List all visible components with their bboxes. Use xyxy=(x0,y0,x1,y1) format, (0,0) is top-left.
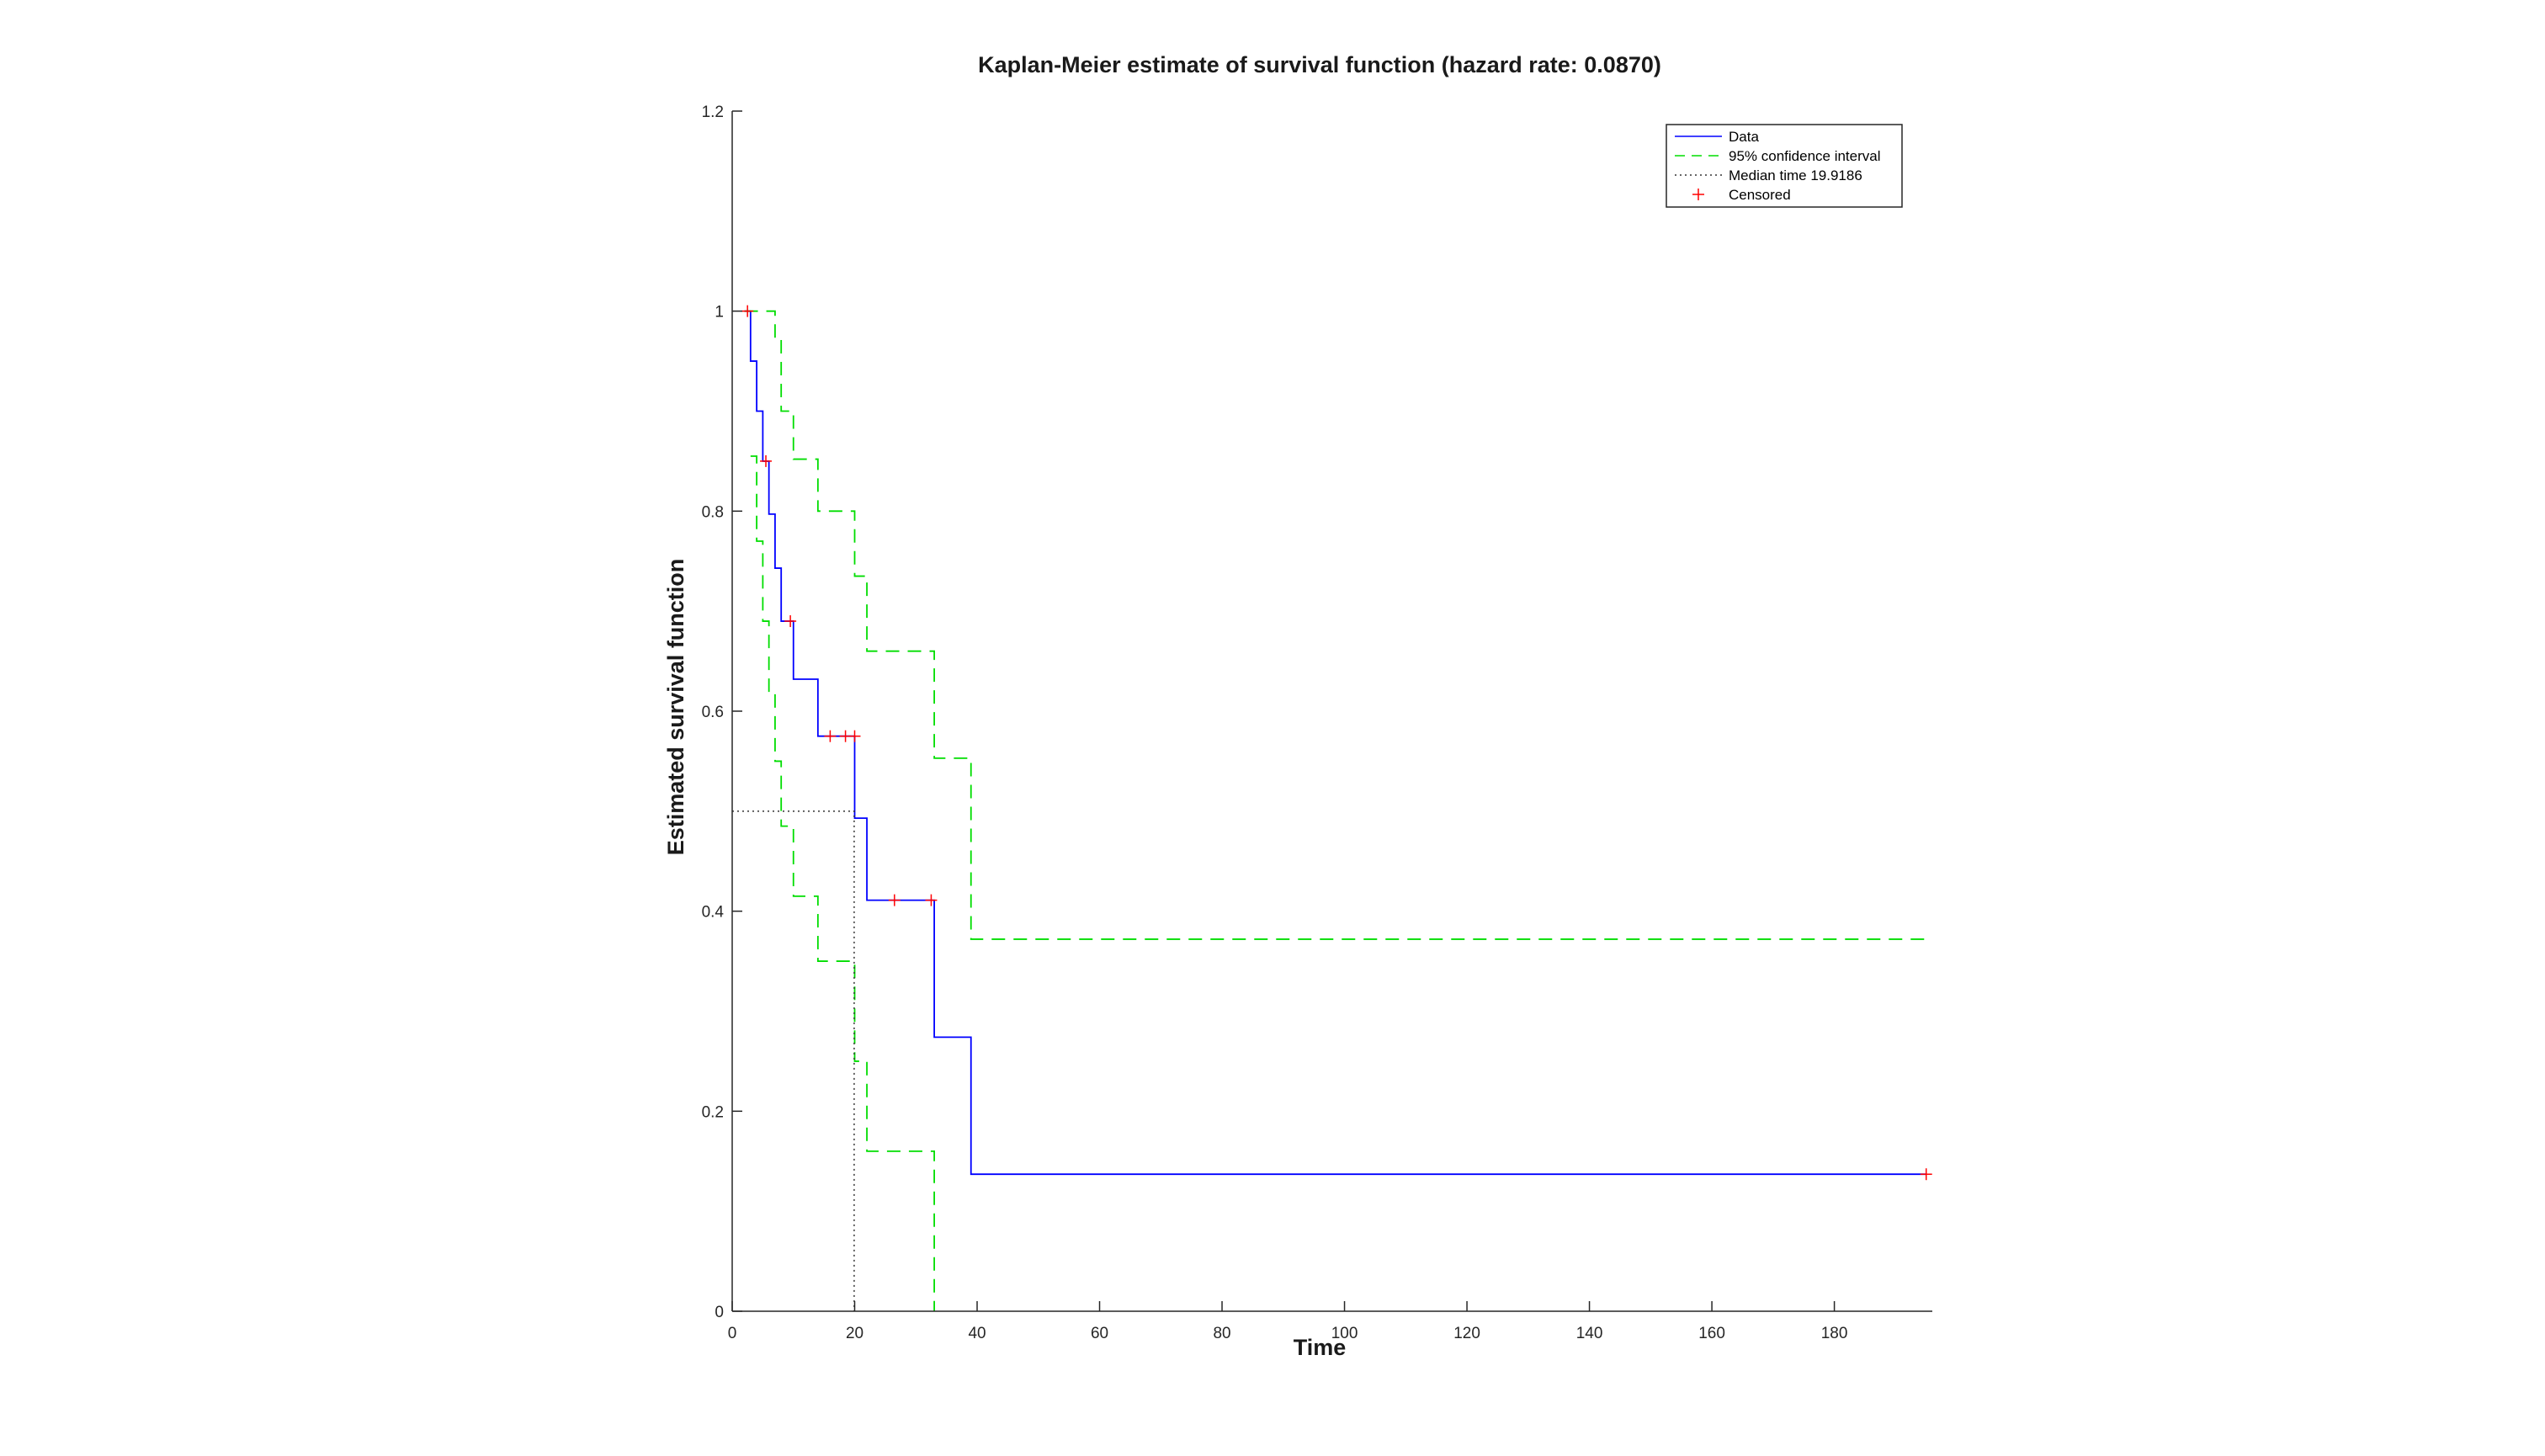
ci-upper-curve xyxy=(744,310,1926,940)
x-tick-label: 0 xyxy=(728,1325,737,1342)
chart-title: Kaplan-Meier estimate of survival functi… xyxy=(978,52,1661,77)
x-tick-label: 180 xyxy=(1821,1325,1848,1342)
y-tick-label: 1.2 xyxy=(702,104,724,121)
censored-marker xyxy=(824,730,837,742)
plot-area xyxy=(732,305,1932,1311)
censored-marker xyxy=(741,305,754,317)
legend-item-censored: Censored xyxy=(1729,187,1791,203)
x-tick-label: 120 xyxy=(1453,1325,1480,1342)
x-axis-label: Time xyxy=(1294,1335,1347,1360)
censored-marker xyxy=(925,894,938,906)
y-axis-label: Estimated survival function xyxy=(663,559,688,856)
y-tick-label: 0.2 xyxy=(702,1103,724,1121)
axes: 0 20 40 60 80 100 120 140 160 180 0 0.2 0.4 0.6 0.8 1 1.… xyxy=(702,104,1932,1342)
x-tick-label: 40 xyxy=(968,1325,986,1342)
y-tick-label: 0.6 xyxy=(702,704,724,721)
censored-marker xyxy=(760,454,773,467)
legend-item-ci: 95% confidence interval xyxy=(1729,148,1881,164)
median-time-line xyxy=(732,810,855,1311)
legend-censored-marker xyxy=(1692,189,1704,200)
censored-marker xyxy=(784,615,797,628)
censored-marker xyxy=(1920,1168,1932,1181)
x-tick-label: 140 xyxy=(1576,1325,1603,1342)
x-tick-label: 80 xyxy=(1213,1325,1230,1342)
y-tick-label: 0 xyxy=(715,1304,724,1321)
legend[interactable]: Data 95% confidence interval Median time… xyxy=(1666,124,1903,208)
censored-marker xyxy=(848,730,861,742)
censored-marker xyxy=(888,894,901,906)
legend-item-data: Data xyxy=(1729,129,1759,145)
x-tick-label: 20 xyxy=(846,1325,863,1342)
legend-item-median: Median time 19.9186 xyxy=(1729,167,1862,183)
x-tick-label: 160 xyxy=(1698,1325,1725,1342)
ci-lower-curve xyxy=(750,455,935,1311)
y-tick-label: 0.4 xyxy=(702,904,725,922)
y-tick-label: 1 xyxy=(715,304,724,321)
x-tick-label: 60 xyxy=(1091,1325,1108,1342)
y-tick-label: 0.8 xyxy=(702,503,724,521)
legend-box xyxy=(1666,124,1903,208)
x-tick-label: 100 xyxy=(1331,1325,1358,1342)
